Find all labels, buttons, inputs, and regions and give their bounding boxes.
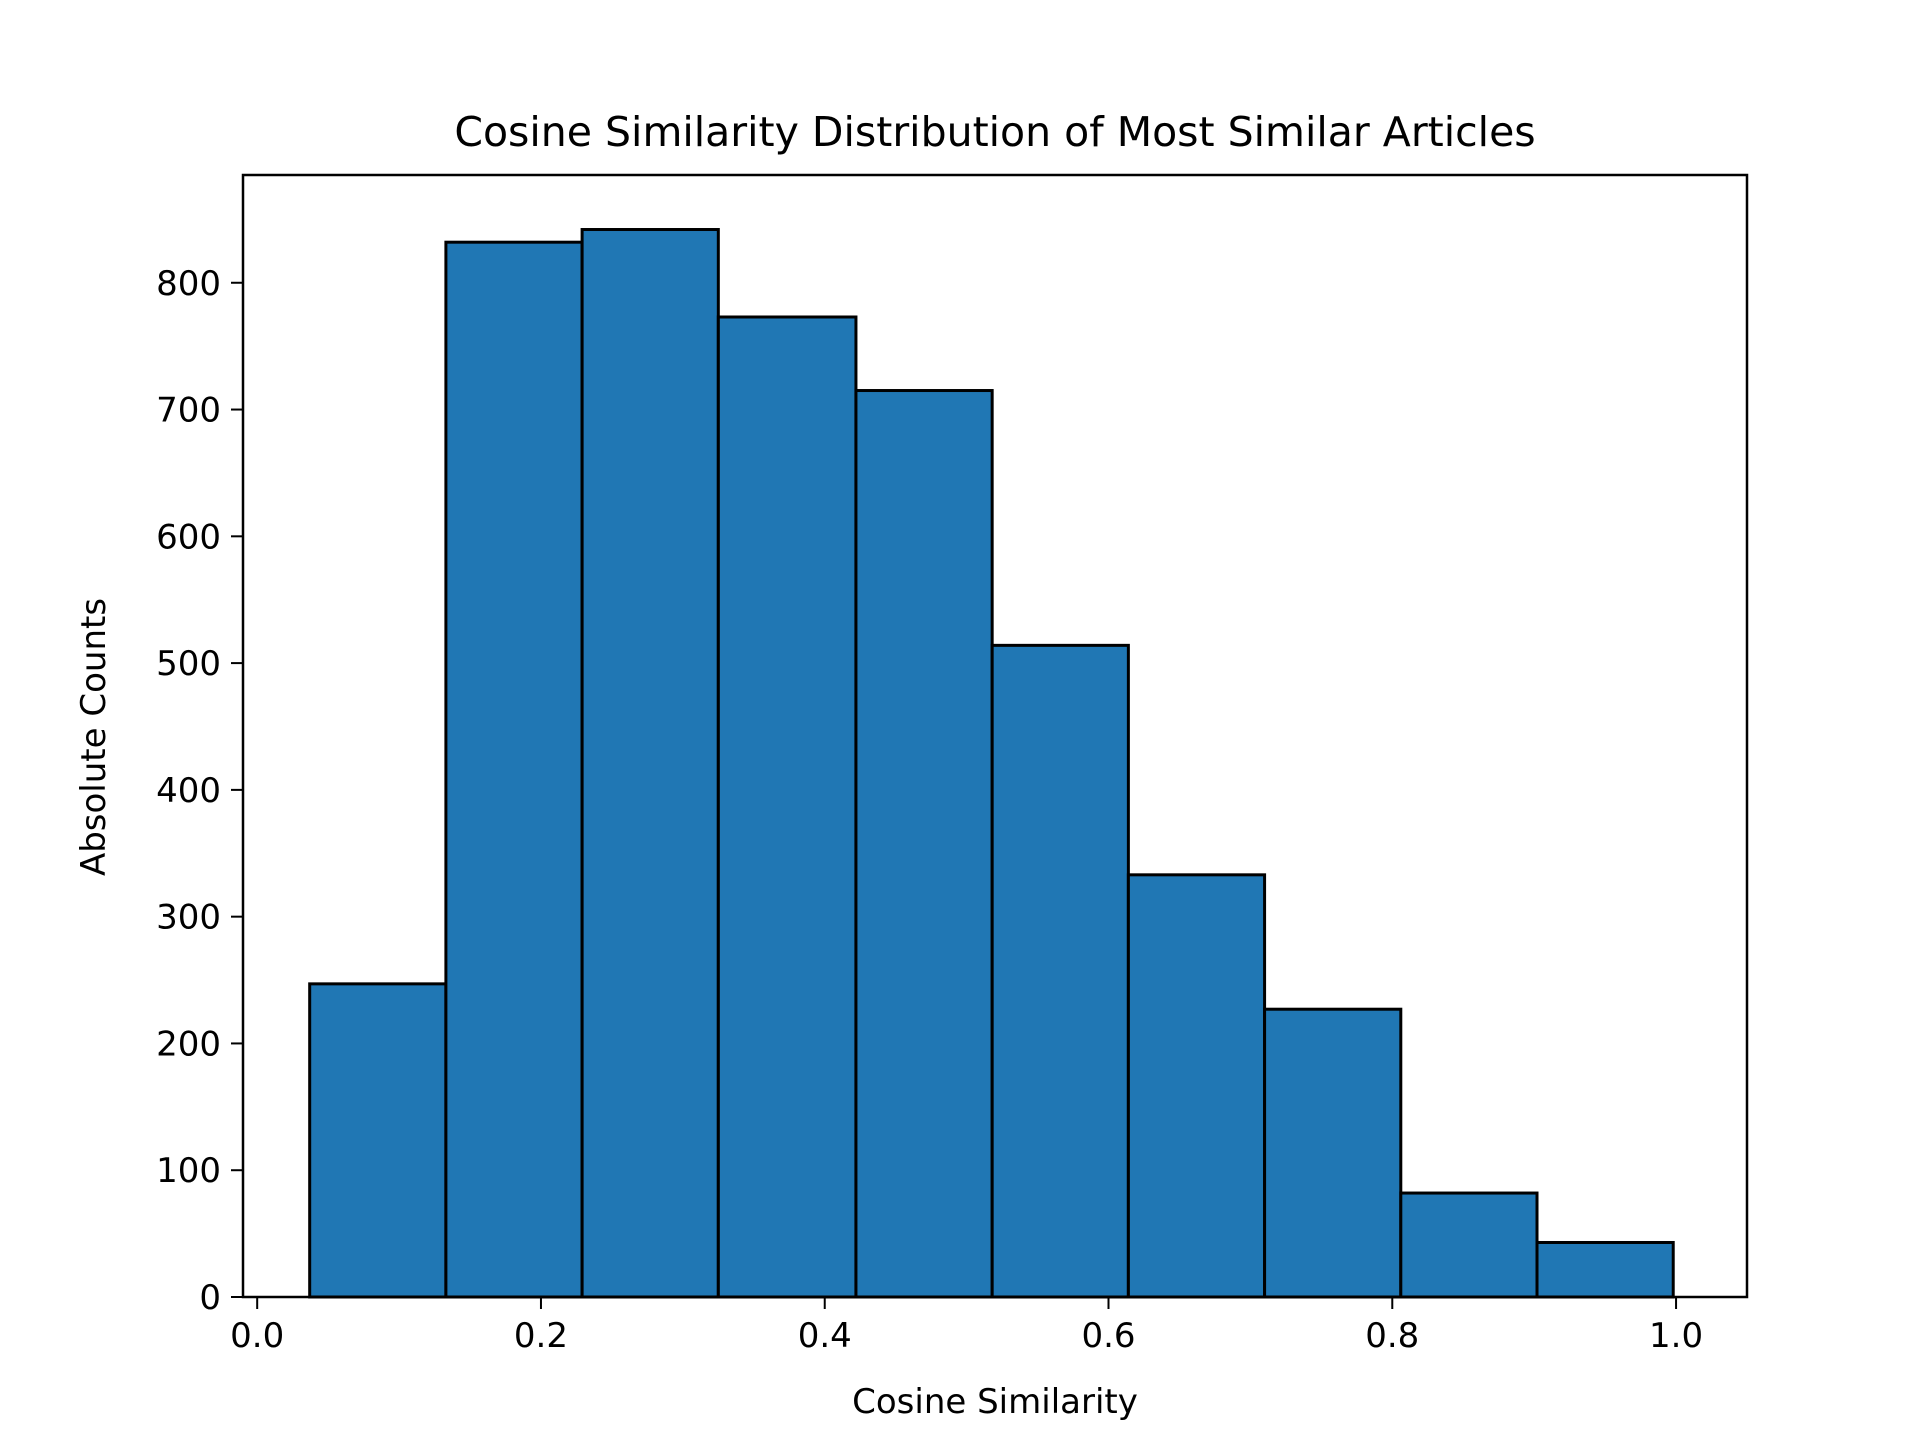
y-tick-label-7: 700 — [156, 391, 221, 431]
y-tick-label-0: 0 — [199, 1278, 221, 1318]
y-tick-label-3: 300 — [156, 898, 221, 938]
histogram-bar-1 — [308, 982, 448, 1299]
histogram-bar-9 — [1399, 1191, 1539, 1299]
y-tick-label-1: 100 — [156, 1151, 221, 1191]
x-tick-label-3: 0.6 — [1081, 1316, 1135, 1356]
chart-title: Cosine Similarity Distribution of Most S… — [454, 108, 1535, 156]
y-axis-label: Absolute Counts — [74, 598, 114, 876]
y-tick-label-8: 800 — [156, 264, 221, 304]
y-tick-label-6: 600 — [156, 517, 221, 557]
y-tick-label-2: 200 — [156, 1024, 221, 1064]
x-tick-label-5: 1.0 — [1649, 1316, 1703, 1356]
histogram-bar-8 — [1263, 1007, 1403, 1299]
histogram-bar-2 — [444, 240, 584, 1299]
x-axis-label: Cosine Similarity — [852, 1382, 1138, 1422]
y-tick-label-4: 400 — [156, 771, 221, 811]
x-tick-label-2: 0.4 — [798, 1316, 852, 1356]
histogram-bar-6 — [990, 643, 1130, 1299]
histogram-bar-3 — [580, 228, 720, 1299]
histogram-bar-5 — [854, 389, 994, 1299]
x-tick-label-4: 0.8 — [1365, 1316, 1419, 1356]
histogram-bar-10 — [1535, 1240, 1675, 1299]
bar-series — [308, 228, 1675, 1299]
histogram-bar-7 — [1126, 873, 1267, 1299]
x-tick-label-1: 0.2 — [514, 1316, 568, 1356]
y-tick-label-5: 500 — [156, 644, 221, 684]
x-tick-label-0: 0.0 — [230, 1316, 284, 1356]
plot-frame — [241, 173, 1749, 1299]
y-axis: 0 100 200 300 400 500 600 700 800 — [156, 264, 243, 1318]
x-axis: 0.0 0.2 0.4 0.6 0.8 1.0 — [230, 1297, 1703, 1356]
histogram-bar-4 — [716, 315, 858, 1299]
